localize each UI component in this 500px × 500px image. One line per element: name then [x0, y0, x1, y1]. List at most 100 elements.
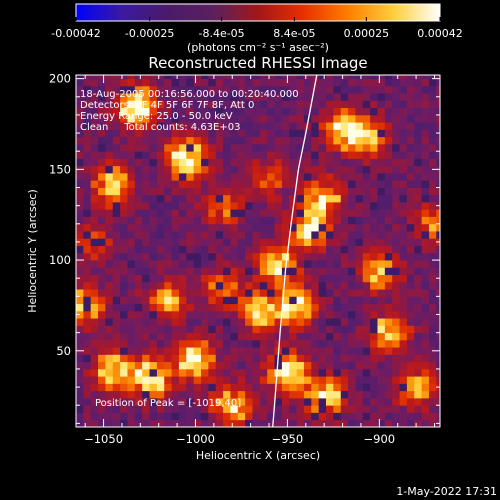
heatmap-cell — [120, 202, 128, 210]
heatmap-cell — [406, 274, 415, 283]
heatmap-cell — [318, 274, 327, 283]
heatmap-cell — [370, 361, 378, 370]
heatmap-cell — [289, 405, 297, 413]
heatmap-cell — [98, 93, 106, 101]
heatmap-cell — [406, 281, 415, 290]
heatmap-cell — [215, 158, 224, 167]
heatmap-cell — [303, 303, 312, 312]
heatmap-cell — [311, 383, 320, 392]
heatmap-cell — [326, 93, 334, 101]
heatmap-cell — [245, 332, 253, 341]
heatmap-cell — [171, 354, 180, 363]
heatmap-cell — [201, 165, 209, 174]
heatmap-cell — [230, 245, 239, 254]
heatmap-cell — [186, 339, 195, 348]
heatmap-cell — [164, 129, 172, 138]
heatmap-cell — [399, 281, 408, 290]
heatmap-cell — [171, 100, 180, 109]
heatmap-cell — [237, 347, 246, 355]
heatmap-cell — [186, 114, 195, 123]
heatmap-cell — [384, 318, 393, 326]
heatmap-cell — [142, 252, 150, 261]
heatmap-cell — [428, 93, 437, 101]
heatmap-cell — [171, 187, 180, 196]
heatmap-cell — [134, 405, 143, 413]
heatmap-cell — [142, 158, 150, 167]
heatmap-cell — [208, 187, 217, 196]
heatmap-cell — [362, 303, 371, 312]
heatmap-cell — [414, 223, 423, 232]
heatmap-cell — [281, 85, 290, 94]
heatmap-cell — [208, 347, 217, 355]
heatmap-cell — [127, 216, 136, 225]
heatmap-cell — [281, 397, 290, 406]
heatmap-cell — [362, 78, 371, 87]
heatmap-cell — [392, 260, 400, 268]
heatmap-cell — [112, 281, 121, 290]
heatmap-cell — [274, 274, 283, 283]
heatmap-cell — [392, 143, 400, 152]
heatmap-cell — [267, 354, 275, 363]
heatmap-cell — [134, 216, 143, 225]
heatmap-cell — [384, 172, 393, 181]
heatmap-cell — [296, 281, 305, 290]
heatmap-cell — [112, 231, 121, 239]
heatmap-cell — [90, 245, 99, 254]
heatmap-cell — [186, 405, 195, 413]
heatmap-cell — [421, 412, 430, 421]
heatmap-cell — [178, 296, 187, 305]
heatmap-cell — [311, 274, 320, 283]
heatmap-cell — [428, 231, 437, 239]
heatmap-cell — [237, 303, 246, 312]
heatmap-cell — [377, 216, 386, 225]
heatmap-cell — [377, 107, 386, 116]
heatmap-cell — [186, 347, 195, 355]
heatmap-cell — [245, 296, 253, 305]
heatmap-cell — [105, 368, 114, 377]
heatmap-cell — [289, 172, 297, 181]
heatmap-cell — [90, 78, 99, 87]
heatmap-cell — [392, 100, 400, 109]
heatmap-cell — [178, 238, 187, 246]
heatmap-cell — [296, 347, 305, 355]
heatmap-cell — [120, 267, 128, 275]
heatmap-cell — [156, 158, 165, 167]
heatmap-cell — [362, 172, 371, 181]
heatmap-cell — [355, 267, 364, 275]
heatmap-cell — [193, 339, 202, 348]
heatmap-cell — [392, 93, 400, 101]
heatmap-cell — [208, 419, 217, 427]
heatmap-cell — [245, 114, 253, 123]
heatmap-cell — [355, 129, 364, 138]
heatmap-cell — [98, 332, 106, 341]
heatmap-cell — [156, 368, 165, 377]
heatmap-cell — [370, 114, 378, 123]
heatmap-cell — [164, 303, 172, 312]
heatmap-cell — [105, 238, 114, 246]
heatmap-cell — [399, 310, 408, 319]
heatmap-cell — [392, 202, 400, 210]
heatmap-cell — [303, 85, 312, 94]
heatmap-cell — [436, 231, 440, 239]
heatmap-cell — [421, 339, 430, 348]
heatmap-cell — [399, 252, 408, 261]
heatmap-cell — [171, 390, 180, 399]
heatmap-cell — [259, 368, 268, 377]
heatmap-cell — [230, 75, 239, 80]
heatmap-cell — [98, 151, 106, 159]
heatmap-cell — [370, 75, 378, 80]
heatmap-cell — [296, 274, 305, 283]
heatmap-cell — [318, 310, 327, 319]
heatmap-cell — [348, 354, 356, 363]
heatmap-cell — [326, 216, 334, 225]
heatmap-cell — [156, 339, 165, 348]
heatmap-cell — [421, 107, 430, 116]
heatmap-cell — [326, 75, 334, 80]
heatmap-cell — [134, 274, 143, 283]
heatmap-cell — [392, 75, 400, 80]
heatmap-cell — [340, 172, 349, 181]
heatmap-cell — [201, 383, 209, 392]
heatmap-cell — [333, 296, 342, 305]
heatmap-cell — [230, 151, 239, 159]
heatmap-cell — [201, 93, 209, 101]
